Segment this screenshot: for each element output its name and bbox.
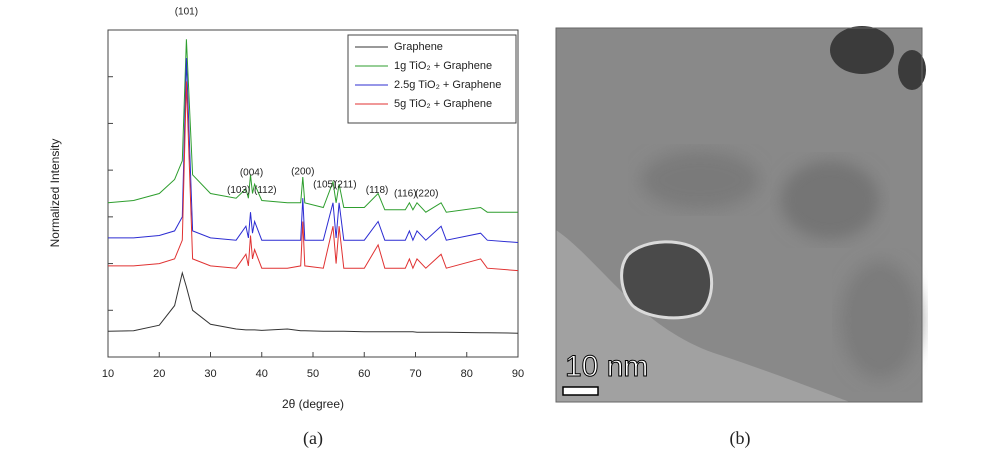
data-line: [107, 39, 518, 213]
legend-label: 5g TiO₂ + Graphene: [394, 98, 492, 110]
x-tick-label: 10: [102, 368, 114, 380]
x-tick-label: 80: [461, 368, 473, 380]
caption: (b): [730, 428, 751, 449]
scale-bar-label: 10 nm: [565, 350, 648, 383]
x-tick-label: 40: [256, 368, 268, 380]
peak-label: (116): [394, 189, 417, 200]
x-tick-label: 50: [307, 368, 319, 380]
peak-label: (112): [254, 185, 277, 196]
legend-label: Graphene: [394, 41, 443, 53]
legend-box: [347, 34, 517, 124]
peak-label: (101): [175, 6, 198, 17]
caption: (a): [303, 428, 323, 449]
peak-label: (200): [291, 167, 314, 178]
x-tick-label: 90: [512, 368, 524, 380]
legend-label: 2.5g TiO₂ + Graphene: [394, 79, 501, 91]
x-tick-label: 60: [358, 368, 370, 380]
y-axis-label: Normalized Intensity: [48, 139, 62, 248]
data-line: [107, 270, 519, 334]
legend-label: 1g TiO₂ + Graphene: [394, 60, 492, 72]
x-tick-label: 20: [153, 368, 165, 380]
peak-label: (211): [334, 180, 357, 191]
peak-label: (103): [227, 185, 250, 196]
peak-label: (004): [240, 168, 263, 179]
data-line: [108, 57, 519, 243]
peak-label: (105): [313, 180, 336, 191]
x-tick-label: 70: [409, 368, 421, 380]
x-axis-label: 2θ (degree): [282, 397, 344, 411]
x-tick-label: 30: [204, 368, 216, 380]
tem-image: 10 nm: [555, 26, 926, 403]
data-line: [108, 81, 519, 272]
peak-label: (220): [415, 189, 438, 200]
peak-label: (118): [366, 185, 389, 196]
